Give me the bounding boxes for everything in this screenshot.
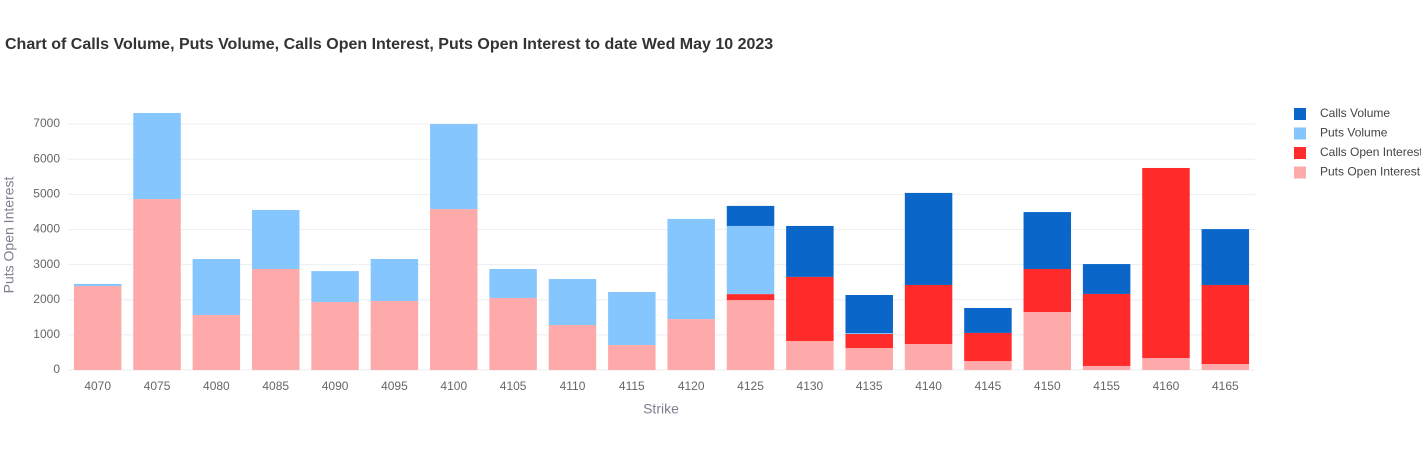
bar (904, 192, 953, 285)
bar (370, 258, 419, 301)
bar (845, 333, 893, 334)
legend-swatch (1294, 147, 1306, 159)
bar (1082, 293, 1131, 366)
bar (1201, 284, 1250, 365)
bar (1023, 268, 1072, 313)
x-tick-label: 4125 (737, 379, 764, 393)
y-tick-label: 4000 (33, 222, 60, 236)
legend-label: Calls Open Interest (1320, 145, 1421, 159)
bar (1142, 167, 1190, 359)
bar (1201, 229, 1250, 285)
bar (73, 286, 122, 370)
y-tick-label: 2000 (33, 292, 60, 306)
x-axis-title: Strike (643, 401, 679, 417)
bar (845, 333, 893, 349)
legend-label: Puts Open Interest (1320, 165, 1421, 179)
x-tick-label: 4095 (381, 379, 408, 393)
y-tick-label: 6000 (33, 151, 60, 165)
bar (548, 325, 597, 370)
x-tick-label: 4105 (500, 379, 527, 393)
bar (1082, 264, 1131, 294)
x-tick-label: 4145 (975, 379, 1002, 393)
bar (964, 332, 1012, 362)
bar (370, 300, 419, 370)
bar (726, 205, 775, 226)
legend-swatch (1294, 166, 1306, 179)
bar (667, 319, 715, 370)
bar (1142, 358, 1190, 370)
bar (133, 112, 181, 200)
bar (845, 294, 893, 334)
bar (1201, 364, 1250, 370)
y-tick-label: 5000 (33, 186, 60, 200)
x-tick-label: 4150 (1034, 379, 1061, 393)
x-tick-label: 4160 (1153, 379, 1180, 393)
x-tick-label: 4165 (1212, 379, 1239, 393)
bar (489, 297, 537, 370)
y-tick-label: 1000 (33, 327, 60, 341)
bar (1023, 212, 1072, 269)
bar (192, 258, 241, 316)
bar (786, 341, 834, 370)
bar (667, 218, 715, 320)
x-tick-label: 4090 (322, 379, 349, 393)
bar (904, 284, 953, 344)
bar (489, 268, 537, 298)
x-tick-label: 4110 (560, 379, 586, 393)
bar (133, 199, 181, 370)
bar (608, 292, 656, 346)
bar (726, 225, 775, 295)
bar (251, 209, 300, 269)
bar (251, 268, 300, 370)
bar (192, 315, 241, 370)
bar (73, 283, 122, 287)
bar (1082, 365, 1131, 370)
bar (726, 300, 775, 370)
y-tick-label: 0 (53, 362, 60, 376)
x-tick-label: 4070 (84, 379, 111, 393)
x-tick-label: 4085 (262, 379, 289, 393)
bar (430, 124, 478, 210)
x-tick-label: 4120 (678, 379, 705, 393)
bar (726, 294, 775, 301)
bar (964, 361, 1012, 370)
bar (786, 225, 834, 277)
bar (845, 348, 893, 370)
legend-label: Puts Volume (1320, 126, 1388, 140)
bar (311, 271, 359, 303)
x-tick-label: 4075 (144, 379, 171, 393)
bar (1023, 312, 1072, 370)
x-tick-label: 4140 (915, 379, 942, 393)
x-tick-label: 4135 (856, 379, 883, 393)
x-tick-label: 4100 (440, 379, 467, 393)
x-tick-label: 4080 (203, 379, 230, 393)
legend-swatch (1294, 127, 1306, 140)
y-tick-label: 3000 (33, 257, 60, 271)
bar (548, 279, 597, 326)
bar (786, 276, 834, 342)
bar (964, 307, 1012, 333)
x-tick-label: 4130 (797, 379, 824, 393)
x-tick-label: 4155 (1093, 379, 1120, 393)
y-axis-title: Puts Open Interest (1, 177, 17, 294)
legend-swatch (1294, 108, 1306, 120)
legend-label: Calls Volume (1320, 106, 1390, 120)
x-tick-label: 4115 (619, 379, 645, 393)
bar (608, 345, 656, 370)
bar (311, 302, 359, 370)
y-tick-label: 7000 (33, 116, 60, 130)
bar (904, 344, 953, 370)
bar (430, 209, 478, 370)
chart-title: Chart of Calls Volume, Puts Volume, Call… (5, 36, 773, 53)
